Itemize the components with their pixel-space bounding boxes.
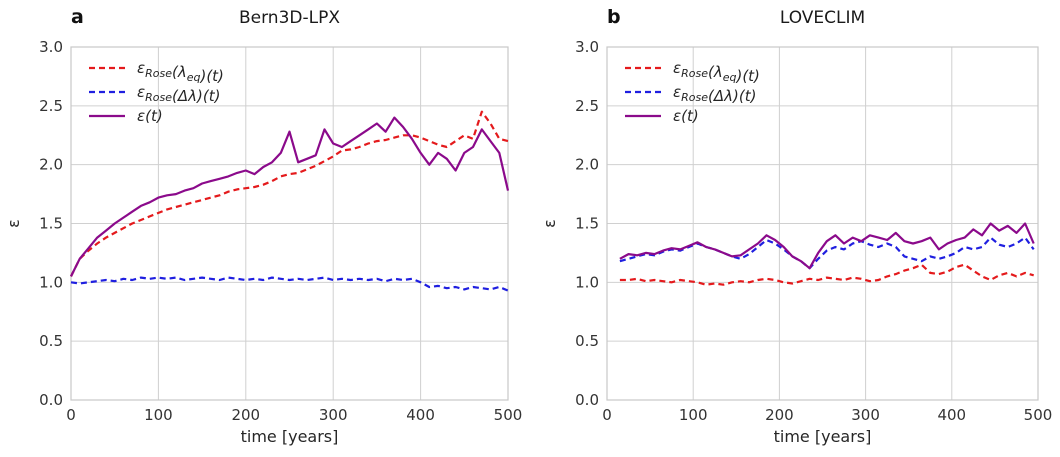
x-axis-label: time [years] bbox=[241, 427, 339, 446]
y-tick-label: 2.5 bbox=[575, 97, 599, 115]
legend-label: εRose(Δλ)(t) bbox=[673, 83, 756, 105]
x-tick-label: 0 bbox=[66, 406, 76, 424]
y-tick-label: 0.0 bbox=[39, 391, 63, 409]
y-tick-label: 0.5 bbox=[39, 332, 63, 350]
legend-subscript: eq bbox=[187, 71, 201, 84]
x-tick-label: 100 bbox=[144, 406, 173, 424]
y-tick-label: 3.0 bbox=[575, 38, 599, 56]
legend-text: )(t) bbox=[199, 67, 223, 85]
legend-label: ε(t) bbox=[137, 107, 163, 125]
plot-frame bbox=[70, 46, 509, 401]
legend-text: )(t) bbox=[735, 67, 759, 85]
series-line-2 bbox=[619, 222, 1035, 270]
plot-frame bbox=[606, 46, 1039, 401]
series-line-0 bbox=[619, 263, 1034, 286]
legend-label: εRose(λeq)(t) bbox=[137, 59, 224, 85]
x-tick-label: 400 bbox=[406, 406, 435, 424]
legend-text: ε bbox=[137, 83, 145, 101]
x-tick-label: 200 bbox=[765, 406, 794, 424]
y-tick-label: 1.0 bbox=[575, 273, 599, 291]
legend-text: ε bbox=[137, 59, 145, 77]
y-tick-label: 1.5 bbox=[575, 215, 599, 233]
legend-text: (λ bbox=[172, 63, 187, 81]
legend-text: (λ bbox=[708, 63, 723, 81]
legend-label: εRose(λeq)(t) bbox=[673, 59, 760, 85]
x-tick-label: 300 bbox=[851, 406, 880, 424]
legend-text: (t) bbox=[145, 107, 163, 125]
series-line-2 bbox=[70, 116, 510, 277]
chart-title: LOVECLIM bbox=[780, 8, 865, 28]
x-axis-label: time [years] bbox=[774, 427, 872, 446]
legend-subscript: eq bbox=[723, 71, 737, 84]
legend-text: ε bbox=[673, 107, 681, 125]
legend-text: ε bbox=[137, 107, 145, 125]
x-tick-label: 300 bbox=[319, 406, 348, 424]
y-axis-label: ε bbox=[540, 219, 559, 228]
legend-text: )(t) bbox=[196, 87, 220, 105]
legend-subscript: Rose bbox=[145, 91, 172, 104]
legend-text: ε bbox=[673, 83, 681, 101]
legend-subscript: Rose bbox=[681, 91, 708, 104]
y-tick-label: 0.5 bbox=[575, 332, 599, 350]
x-tick-label: 500 bbox=[1024, 406, 1053, 424]
series-line-0 bbox=[70, 110, 509, 277]
x-tick-label: 500 bbox=[494, 406, 523, 424]
legend-text: (t) bbox=[681, 107, 699, 125]
series-line-1 bbox=[70, 276, 509, 292]
y-tick-label: 2.5 bbox=[39, 97, 63, 115]
y-axis-label: ε bbox=[4, 219, 23, 228]
y-tick-label: 2.0 bbox=[575, 156, 599, 174]
legend-subscript: Rose bbox=[145, 67, 172, 80]
panel-letter: a bbox=[71, 6, 84, 28]
legend-text: (Δλ bbox=[172, 87, 197, 105]
y-tick-label: 1.0 bbox=[39, 273, 63, 291]
panel-letter: b bbox=[607, 6, 621, 28]
legend-text: )(t) bbox=[732, 87, 756, 105]
chart-title: Bern3D-LPX bbox=[239, 8, 340, 28]
legend-text: ε bbox=[673, 59, 681, 77]
legend-label: εRose(Δλ)(t) bbox=[137, 83, 220, 105]
y-tick-label: 1.5 bbox=[39, 215, 63, 233]
x-tick-label: 100 bbox=[679, 406, 708, 424]
x-tick-label: 0 bbox=[602, 406, 612, 424]
y-tick-label: 3.0 bbox=[39, 38, 63, 56]
y-tick-label: 0.0 bbox=[575, 391, 599, 409]
chart-panel-b: 0.00.51.01.52.02.53.00 100 200 300 400 500εRo… bbox=[540, 6, 1052, 446]
legend-subscript: Rose bbox=[681, 67, 708, 80]
x-tick-label: 200 bbox=[231, 406, 260, 424]
chart-panel-a: 0.00.51.01.52.02.53.00 100 200 300 400 500εRo… bbox=[4, 6, 522, 446]
legend-label: ε(t) bbox=[673, 107, 699, 125]
y-tick-label: 2.0 bbox=[39, 156, 63, 174]
legend-text: (Δλ bbox=[708, 87, 733, 105]
x-tick-label: 400 bbox=[937, 406, 966, 424]
